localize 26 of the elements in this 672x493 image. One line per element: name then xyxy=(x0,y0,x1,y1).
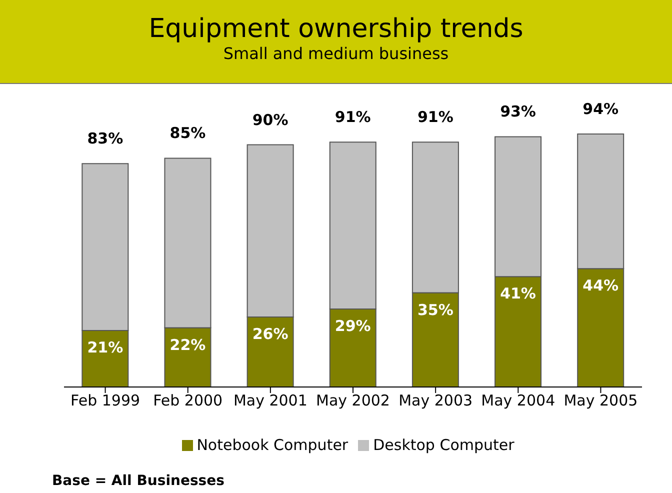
data-label: 35% xyxy=(418,300,454,319)
total-label: 85% xyxy=(170,124,206,142)
total-label: 91% xyxy=(334,108,371,126)
total-label: 90% xyxy=(252,110,288,129)
data-label: 26% xyxy=(252,325,288,344)
total-label: 91% xyxy=(418,108,454,126)
chart-title: Equipment ownership trends xyxy=(148,14,524,44)
data-label: 41% xyxy=(500,284,536,303)
total-label: 94% xyxy=(582,100,619,118)
legend-label: Desktop Computer xyxy=(373,436,514,454)
data-label: 44% xyxy=(582,276,619,295)
total-label: 93% xyxy=(500,102,536,121)
x-tick-label: Feb 2000 xyxy=(153,392,223,410)
x-tick-label: May 2005 xyxy=(564,392,638,410)
x-tick-label: Feb 1999 xyxy=(70,392,140,410)
data-label: 21% xyxy=(87,338,124,356)
x-tick-label: May 2001 xyxy=(233,392,308,410)
chart-subtitle: Small and medium business xyxy=(222,44,450,63)
text: Base = All Businesses xyxy=(52,473,224,489)
legend-label: Notebook Computer xyxy=(196,436,348,454)
x-tick-label: May 2003 xyxy=(398,392,473,410)
data-label: 22% xyxy=(170,336,206,354)
x-tick-label: May 2002 xyxy=(316,392,390,410)
total-label: 83% xyxy=(87,130,124,148)
data-label: 29% xyxy=(334,316,371,335)
x-tick-label: May 2004 xyxy=(481,392,556,410)
